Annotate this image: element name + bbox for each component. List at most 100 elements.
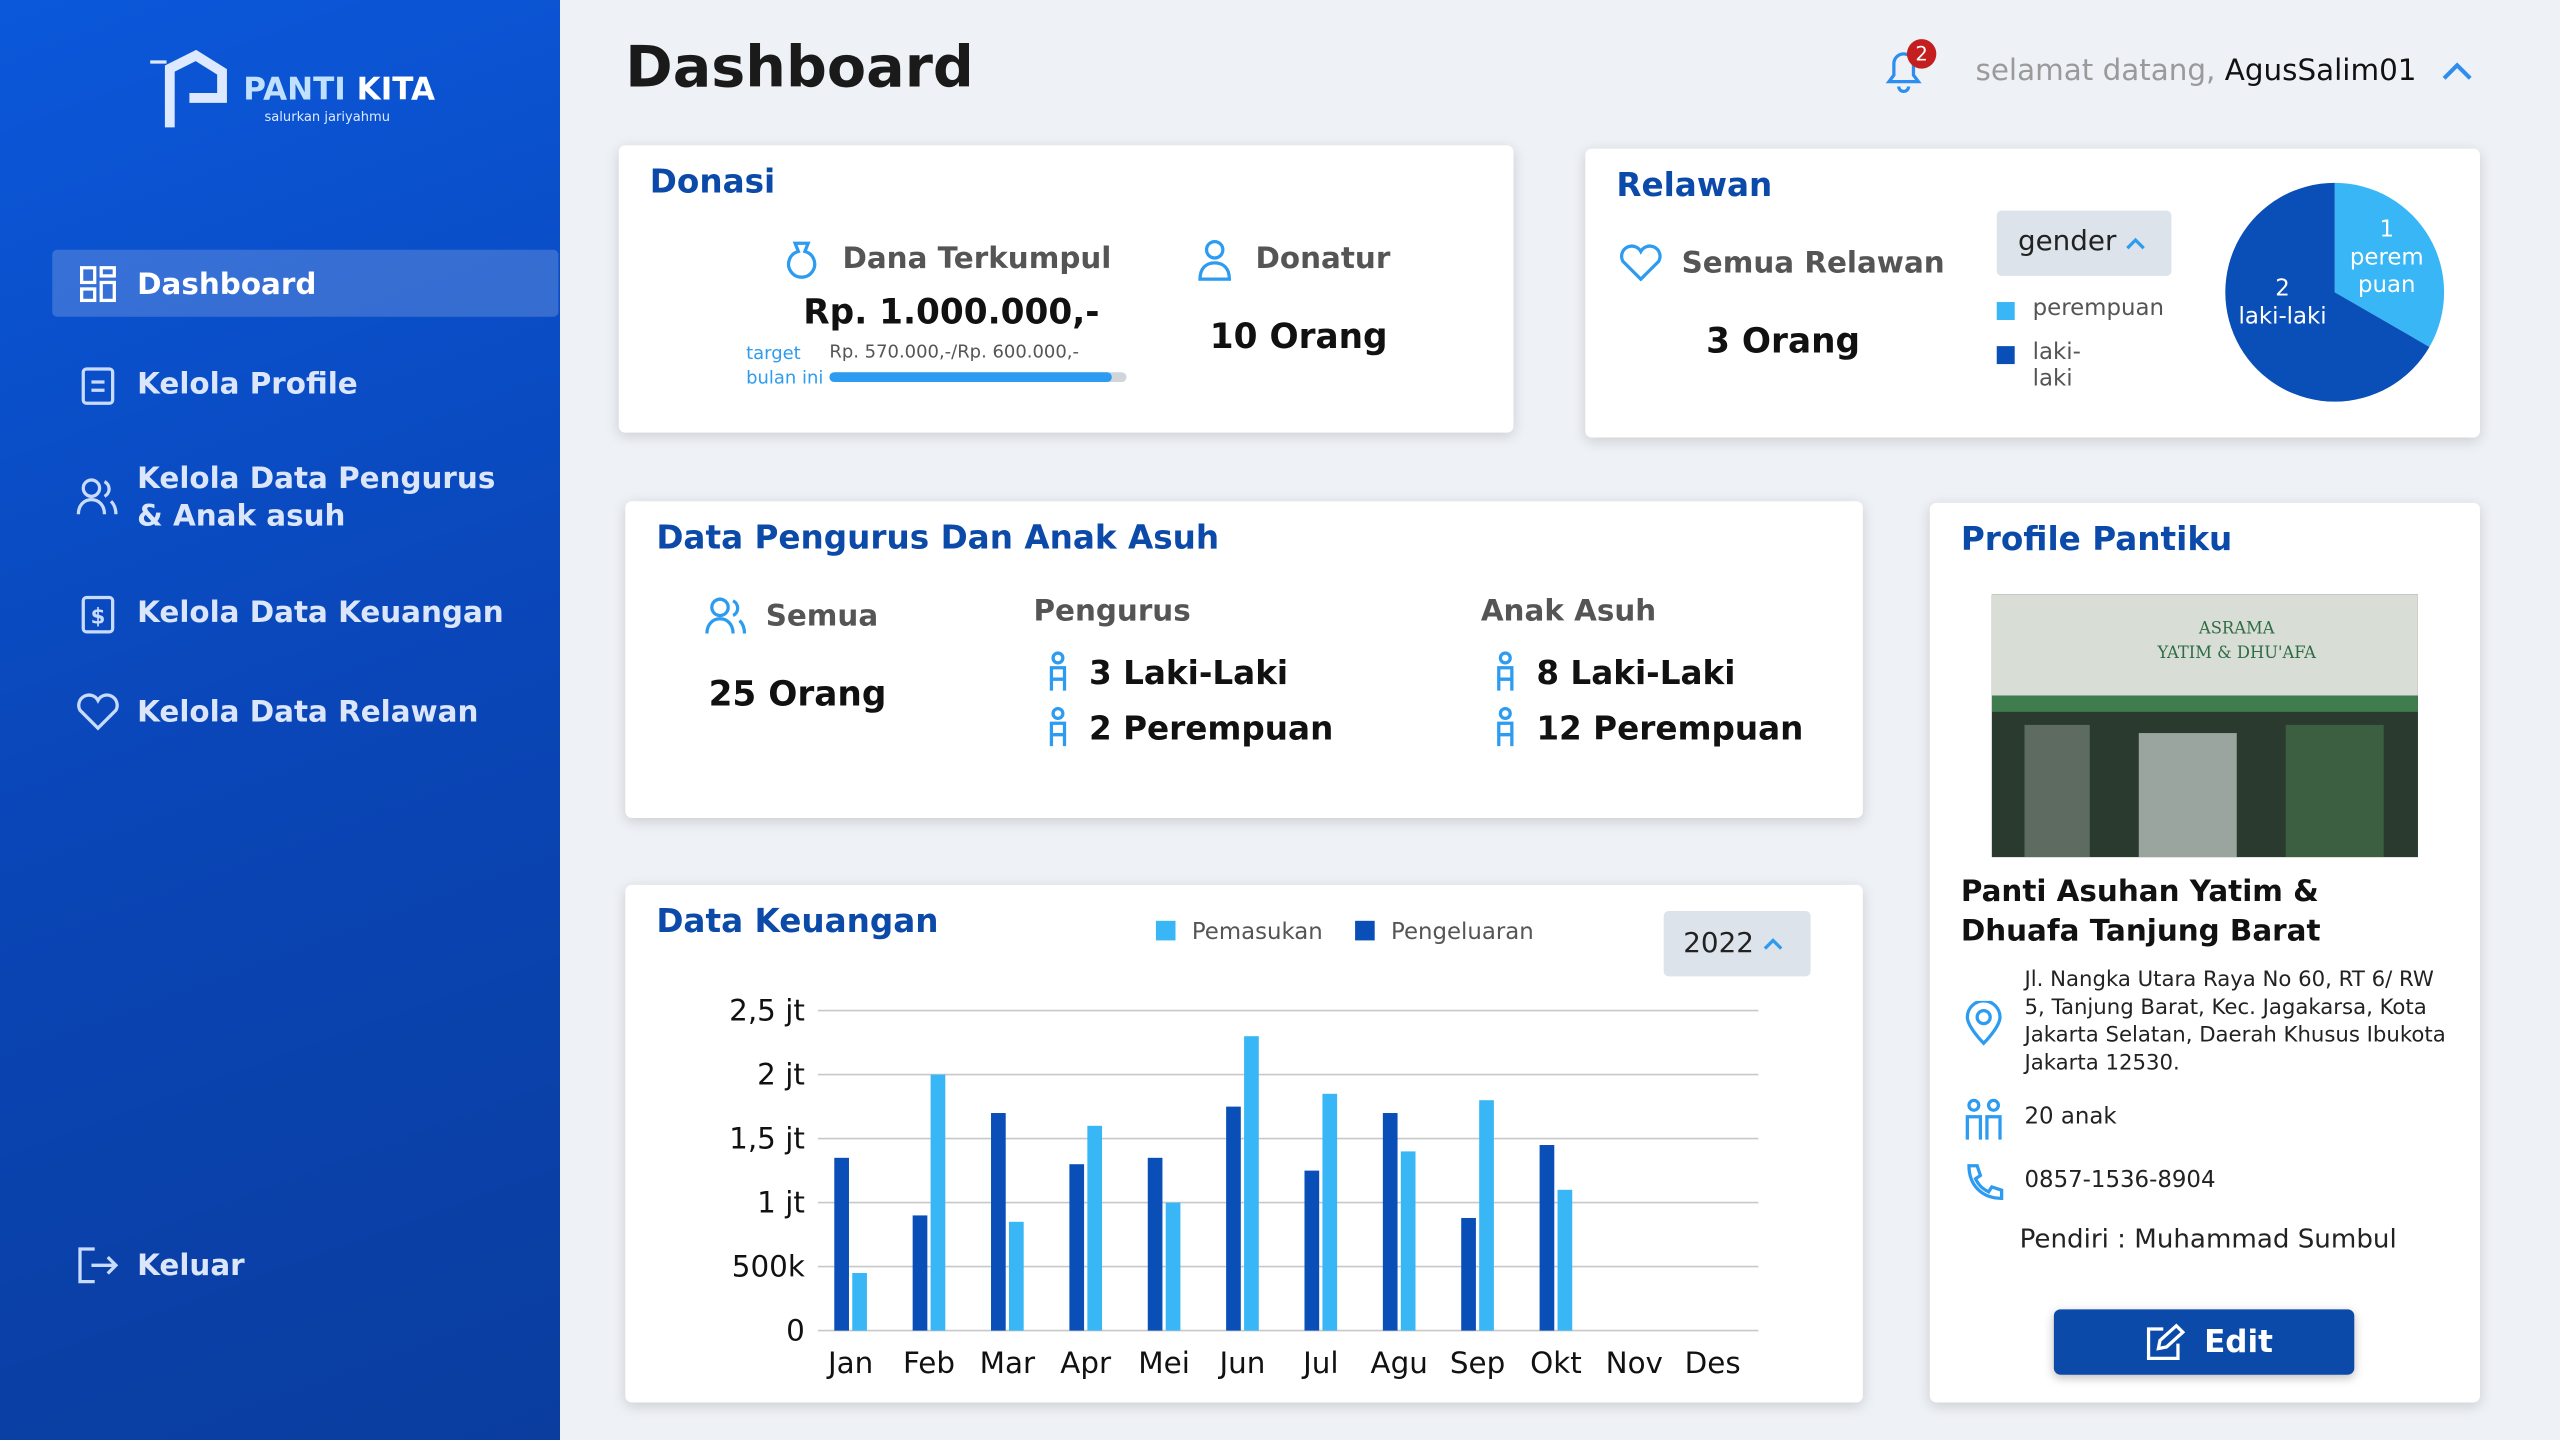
svg-text:$: $ <box>91 605 106 630</box>
bar <box>1304 1170 1320 1331</box>
icon <box>1619 244 1662 282</box>
y-tick-label: 2 jt <box>757 1057 805 1091</box>
menu-item[interactable]: Keluar <box>137 1248 245 1284</box>
legend-swatch <box>1996 346 2015 365</box>
bar <box>852 1273 867 1331</box>
menu-item[interactable]: Kelola Data Keuangan <box>137 595 504 631</box>
filter-label: gender <box>2017 225 2117 258</box>
x-tick-label: Jun <box>1217 1346 1265 1380</box>
bar <box>1479 1100 1494 1331</box>
icon <box>1965 1000 2002 1046</box>
bar <box>1539 1145 1555 1331</box>
icon <box>77 693 119 731</box>
slice-value: 2 <box>2275 276 2290 303</box>
pie-slice <box>2225 182 2430 402</box>
page-title: Dashboard <box>625 35 974 102</box>
sidebar: PANTI KITA salurkan jariyahmu Dashboard … <box>0 0 560 1440</box>
menu-item[interactable]: Kelola Data Pengurus & Anak asuh <box>137 462 496 534</box>
slice-name: perempuan <box>2349 244 2424 299</box>
amount: Rp. 1.000.000,- <box>803 292 1100 332</box>
year-dropdown[interactable]: 2022 <box>1663 911 1811 977</box>
group-item: 12 Perempuan <box>1536 708 1804 748</box>
address: Jl. Nangka Utara Raya No 60, RT 6/ RW 5,… <box>2024 968 2446 1076</box>
icon <box>81 367 115 405</box>
x-tick-label: Mei <box>1138 1346 1190 1380</box>
bar <box>1244 1036 1259 1331</box>
slice-label: 2 laki-laki <box>2234 277 2332 333</box>
legend-swatch <box>1155 920 1176 941</box>
legend-label: laki-laki <box>2032 339 2081 392</box>
legend-swatch <box>1996 302 2015 320</box>
icon <box>1494 706 1517 756</box>
x-tick-label: Mar <box>980 1346 1036 1380</box>
count: 25 Orang <box>708 674 887 714</box>
legend-label: Pengeluaran <box>1391 919 1534 945</box>
phone: 0857-1536-8904 <box>2024 1167 2216 1194</box>
menu-item[interactable]: Dashboard <box>137 267 317 303</box>
card-title: Data Pengurus Dan Anak Asuh <box>656 517 1220 557</box>
donasi-card: Donasi Dana Terkumpul Rp. 1.000.000,- ta… <box>618 145 1514 433</box>
icon: $ <box>81 595 115 634</box>
x-tick-label: Okt <box>1530 1346 1582 1380</box>
sign: ASRAMA <box>2198 620 2275 639</box>
bar <box>834 1157 849 1331</box>
icon <box>1494 651 1517 700</box>
group-item: 2 Perempuan <box>1088 708 1334 748</box>
greeting: selamat datang, <box>1975 53 2216 89</box>
slice-name: laki-laki <box>2238 304 2327 331</box>
card-title: Profile Pantiku <box>1960 519 2233 559</box>
menu-active <box>52 249 559 317</box>
bar-chart: 0 500k 1 jt 1,5 jt 2 jt 2,5 jt Jan Feb Mar Apr Mei… <box>729 919 1759 1380</box>
label: Donatur <box>1255 241 1391 276</box>
x-tick-label: Agu <box>1371 1346 1428 1380</box>
brand: KITA <box>356 71 435 108</box>
pie-slice <box>2334 182 2445 347</box>
menu-item[interactable]: Kelola Profile <box>137 367 358 402</box>
logo <box>150 49 227 128</box>
x-tick-label: Sep <box>1450 1346 1505 1380</box>
chevron[interactable] <box>2441 60 2474 83</box>
y-tick-label: 1,5 jt <box>729 1121 805 1155</box>
sign: YATIM & DHU'AFA <box>2157 644 2316 663</box>
count: 3 Orang <box>1706 321 1861 361</box>
year-label: 2022 <box>1683 927 1754 960</box>
legend-label: perempuan <box>2032 295 2164 322</box>
label: Dana Terkumpul <box>842 241 1112 276</box>
edit-button[interactable]: Edit <box>2053 1309 2355 1375</box>
bar <box>912 1215 928 1331</box>
bar <box>1461 1217 1476 1331</box>
group-title: Anak Asuh <box>1480 594 1657 629</box>
bar <box>1226 1106 1241 1331</box>
bar <box>930 1074 946 1331</box>
label: target bulan ini <box>746 342 824 389</box>
brand: PANTI <box>243 71 346 108</box>
x-tick-label: Des <box>1685 1346 1741 1380</box>
progress-fill <box>829 372 1112 383</box>
x-tick-label: Jan <box>826 1346 873 1380</box>
bar <box>1147 1157 1163 1331</box>
tagline: salurkan jariyahmu <box>264 109 390 125</box>
filter-dropdown[interactable]: gender <box>1996 210 2172 276</box>
relawan-card: Relawan Semua Relawan 3 Orang gender per… <box>1585 148 2480 438</box>
bar <box>1382 1113 1398 1331</box>
slice-value: 1 <box>2379 216 2395 243</box>
x-tick-label: Feb <box>903 1346 955 1380</box>
progress-label: Rp. 570.000,-/Rp. 600.000,- <box>829 341 1079 363</box>
button-label: Edit <box>2204 1324 2273 1360</box>
username: AgusSalim01 <box>2224 53 2417 89</box>
icon <box>786 241 817 279</box>
y-tick-label: 1 jt <box>757 1185 805 1219</box>
count: 10 Orang <box>1209 316 1388 356</box>
founder: Pendiri : Muhammad Sumbul <box>2019 1222 2397 1254</box>
slice-label: 1 perempuan <box>2338 216 2436 299</box>
bar <box>1322 1093 1338 1331</box>
notification-badge: 2 <box>1906 39 1937 69</box>
legend-swatch <box>1355 920 1375 941</box>
icon <box>79 266 116 303</box>
x-tick-label: Apr <box>1060 1346 1112 1380</box>
menu-item[interactable]: Kelola Data Relawan <box>137 695 479 730</box>
pie-chart <box>2225 182 2445 402</box>
icon <box>705 597 747 634</box>
